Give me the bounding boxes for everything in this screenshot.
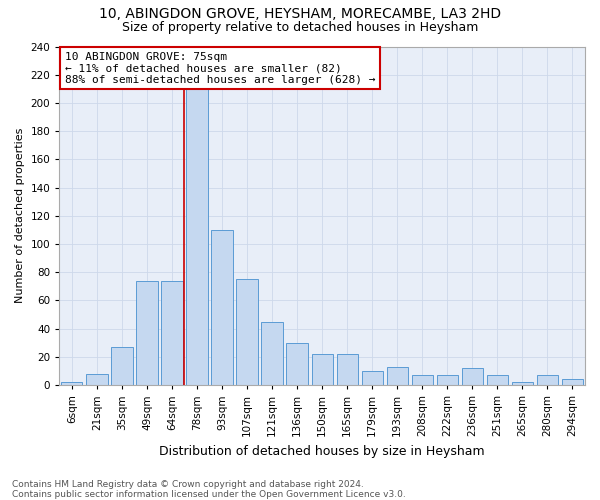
Bar [362, 371, 383, 385]
Bar [161, 280, 182, 385]
Text: 10, ABINGDON GROVE, HEYSHAM, MORECAMBE, LA3 2HD: 10, ABINGDON GROVE, HEYSHAM, MORECAMBE, … [99, 8, 501, 22]
Bar [487, 375, 508, 385]
Bar [61, 382, 82, 385]
Y-axis label: Number of detached properties: Number of detached properties [15, 128, 25, 304]
Bar [462, 368, 483, 385]
Text: Contains HM Land Registry data © Crown copyright and database right 2024.
Contai: Contains HM Land Registry data © Crown c… [12, 480, 406, 499]
Text: Size of property relative to detached houses in Heysham: Size of property relative to detached ho… [122, 21, 478, 34]
Bar [437, 375, 458, 385]
Bar [562, 380, 583, 385]
Bar [311, 354, 333, 385]
Bar [136, 280, 158, 385]
Bar [236, 279, 258, 385]
Bar [286, 342, 308, 385]
Bar [412, 375, 433, 385]
Bar [262, 322, 283, 385]
Text: 10 ABINGDON GROVE: 75sqm
← 11% of detached houses are smaller (82)
88% of semi-d: 10 ABINGDON GROVE: 75sqm ← 11% of detach… [65, 52, 375, 85]
Bar [512, 382, 533, 385]
Bar [386, 366, 408, 385]
Bar [111, 347, 133, 385]
X-axis label: Distribution of detached houses by size in Heysham: Distribution of detached houses by size … [160, 444, 485, 458]
Bar [187, 60, 208, 385]
Bar [337, 354, 358, 385]
Bar [86, 374, 107, 385]
Bar [537, 375, 558, 385]
Bar [211, 230, 233, 385]
